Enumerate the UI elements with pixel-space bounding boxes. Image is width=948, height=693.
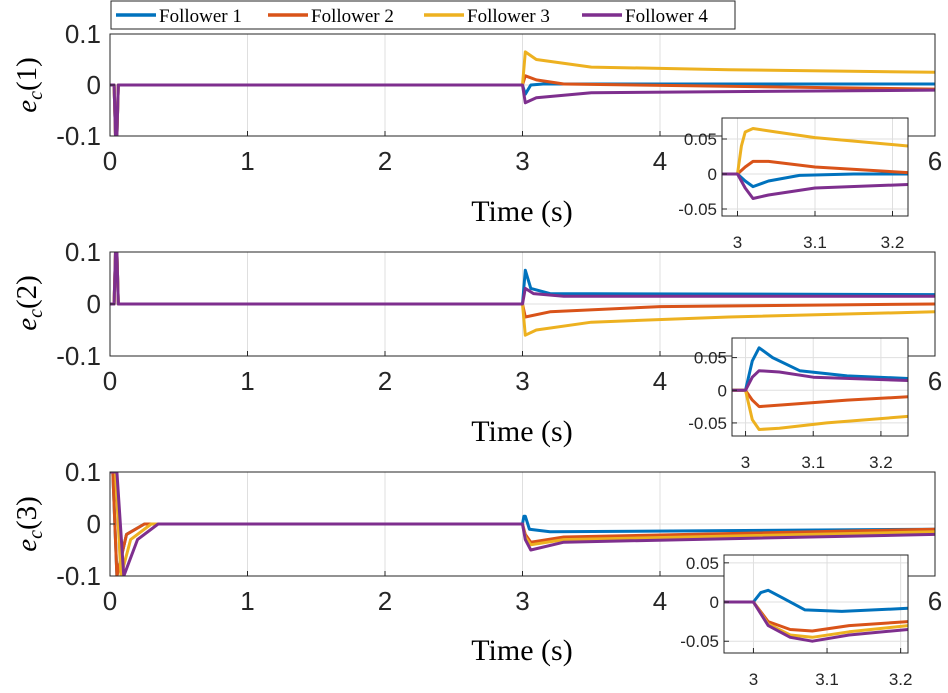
subplot-2-inset-xtick-label: 3.1 [801,453,825,472]
subplot-2-ytick-label: 0 [87,289,101,319]
subplot-2-inset-background [732,338,908,436]
subplot-1-inset-ytick-label: 0.05 [684,130,717,149]
subplot-3-inset-ytick-label: 0 [710,593,719,612]
legend-label-4: Follower 4 [625,6,708,27]
subplot-3-inset-frame [723,554,909,654]
subplot-3-inset-series-follower-1 [724,588,908,613]
subplot-2-inset-series-follower-4 [732,369,908,392]
subplot-1-xlabel: Time (s) [471,195,572,228]
subplot-1-xtick-label: 6 [928,146,942,176]
subplot-2-xtick-label: 1 [240,366,254,396]
legend: Follower 1 Follower 2 Follower 3 Follower 4 [110,0,736,30]
subplot-3-inset-xtick-label: 3 [749,670,758,689]
subplot-3-inset-xtick-label: 3.1 [815,670,839,689]
subplot-1-ytick-label: 0 [87,70,101,100]
subplot-2-xtick-label: 3 [515,366,529,396]
subplot-1-xtick-label: 2 [378,146,392,176]
subplot-3-xtick-label: 2 [378,586,392,616]
subplot-2-xlabel: Time (s) [471,415,572,448]
subplot-2-ytick-label: -0.1 [56,341,101,371]
subplot-1-inset-xtick-label: 3.2 [881,233,905,252]
legend-label-1: Follower 1 [159,6,242,27]
subplot-2-xtick-label: 0 [103,366,117,396]
subplot-3-ytick-label: 0.1 [65,457,101,487]
subplot-3-ylabel: ec(3) [11,496,47,552]
subplot-2-xtick-label: 4 [653,366,667,396]
subplot-2-series-group [110,252,935,337]
subplot-1-inset-xtick-label: 3.1 [803,233,827,252]
subplot-2-ytick-label: 0.1 [65,237,101,267]
subplot-1-xtick-label: 4 [653,146,667,176]
subplot-3-xtick-label: 4 [653,586,667,616]
subplot-2-series-follower-4 [110,252,935,306]
subplot-3-inset-series-follower-4 [724,600,908,643]
subplot-1-series-group [110,50,935,136]
subplot-3-xtick-label: 6 [928,586,942,616]
subplot-1-ylabel: ec(1) [11,57,47,113]
subplot-1-ytick-label: -0.1 [56,121,101,151]
subplot-2-inset-xtick-label: 3 [741,453,750,472]
legend-label-2: Follower 2 [311,6,394,27]
subplot-1-inset-ytick-label: 0 [708,165,717,184]
subplot-1-ytick-label: 0.1 [65,19,101,49]
subplot-3-xtick-label: 0 [103,586,117,616]
legend-label-3: Follower 3 [467,6,550,27]
subplot-3-xtick-label: 1 [240,586,254,616]
subplot-3-inset-background [724,555,908,653]
subplot-1-xtick-label: 3 [515,146,529,176]
subplot-2-xtick-label: 2 [378,366,392,396]
subplot-3-inset-ytick-label: 0.05 [686,554,719,573]
subplot-1-inset: 3 3.1 3.2 0.05 0 -0.05 [678,117,909,252]
subplot-1-xtick-label: 1 [240,146,254,176]
subplot-3-series-follower-4 [110,472,935,576]
subplot-2-inset-series-group [732,346,908,431]
subplot-2-inset-ytick-label: -0.05 [688,414,727,433]
subplot-3-ytick-label: 0 [87,509,101,539]
subplot-3-inset-xtick-label: 3.2 [889,670,913,689]
subplot-1-inset-series-follower-3 [722,127,908,176]
subplot-3-inset: 3 3.1 3.2 0.05 0 -0.05 [680,554,912,689]
subplot-3-ytick-label: -0.1 [56,561,101,591]
subplot-1-series-follower-4 [110,83,935,136]
subplot-3-xlabel: Time (s) [471,634,572,667]
subplot-3-xtick-label: 3 [515,586,529,616]
subplot-2-inset-ytick-label: 0 [718,381,727,400]
subplot-2-ylabel: ec(2) [11,275,47,331]
subplot-3-inset-ytick-label: -0.05 [680,632,719,651]
subplot-1-inset-xtick-label: 3 [733,233,742,252]
legend-box [110,0,736,30]
subplot-1-inset-series-group [722,127,908,200]
subplot-2-xtick-label: 6 [928,366,942,396]
subplot-1-inset-series-follower-4 [722,172,908,200]
subplot-2-inset-xtick-label: 3.2 [869,453,893,472]
subplot-3-inset-series-group [724,588,908,643]
subplot-1-xtick-label: 0 [103,146,117,176]
subplot-1-inset-ytick-label: -0.05 [678,200,717,219]
subplot-2-inset-frame [731,337,909,437]
subplot-2-inset-ytick-label: 0.05 [694,349,727,368]
subplot-2-inset: 3 3.1 3.2 0.05 0 -0.05 [688,337,909,472]
